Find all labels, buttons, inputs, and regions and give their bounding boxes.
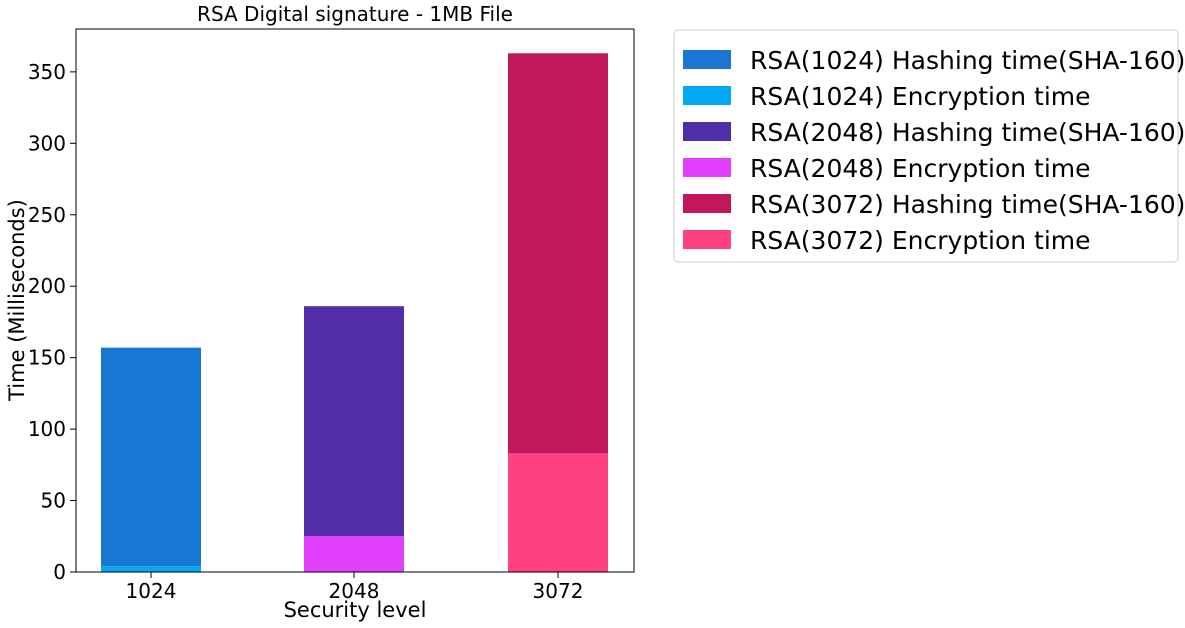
legend-entry: RSA(1024) Encryption time [750, 82, 1091, 111]
bar-1024-1 [101, 566, 201, 572]
y-axis-label: Time (Milliseconds) [5, 199, 29, 402]
legend-swatch [683, 230, 731, 249]
x-tick-label: 1024 [126, 579, 177, 603]
legend-swatch [683, 158, 731, 177]
bar-1024-0 [101, 347, 201, 567]
chart-title: RSA Digital signature - 1MB File [197, 2, 513, 26]
y-tick-label: 50 [41, 489, 66, 513]
y-tick-label: 200 [28, 274, 66, 298]
y-tick-label: 0 [53, 560, 66, 584]
plot-frame [75, 28, 635, 573]
legend-entry: RSA(2048) Hashing time(SHA-160) [750, 118, 1185, 147]
legend: RSA(1024) Hashing time(SHA-160) RSA(1024)… [673, 29, 1185, 263]
y-tick-label: 150 [28, 346, 66, 370]
bar-3072-5 [508, 453, 608, 572]
legend-swatch [683, 50, 731, 69]
legend-entry: RSA(3072) Encryption time [750, 226, 1091, 255]
legend-frame [673, 29, 1179, 263]
legend-entry: RSA(1024) Hashing time(SHA-160) [750, 46, 1185, 75]
y-axis: 0 50 100 150 200 250 300 350 [28, 60, 76, 584]
y-tick-label: 250 [28, 203, 66, 227]
x-axis-label: Security level [284, 598, 427, 622]
y-tick-label: 350 [28, 60, 66, 84]
bar-3072-4 [508, 53, 608, 454]
x-tick-label: 3072 [533, 579, 584, 603]
legend-swatch [683, 86, 731, 105]
legend-swatch [683, 122, 731, 141]
x-axis: 1024 2048 3072 [126, 572, 584, 603]
legend-entry: RSA(2048) Encryption time [750, 154, 1091, 183]
y-tick-label: 100 [28, 417, 66, 441]
legend-swatch [683, 194, 731, 213]
y-tick-label: 300 [28, 131, 66, 155]
bars-group [101, 53, 608, 572]
bar-2048-3 [304, 536, 404, 572]
bar-2048-2 [304, 306, 404, 537]
x-tick-label: 2048 [329, 579, 380, 603]
legend-entry: RSA(3072) Hashing time(SHA-160) [750, 190, 1185, 219]
